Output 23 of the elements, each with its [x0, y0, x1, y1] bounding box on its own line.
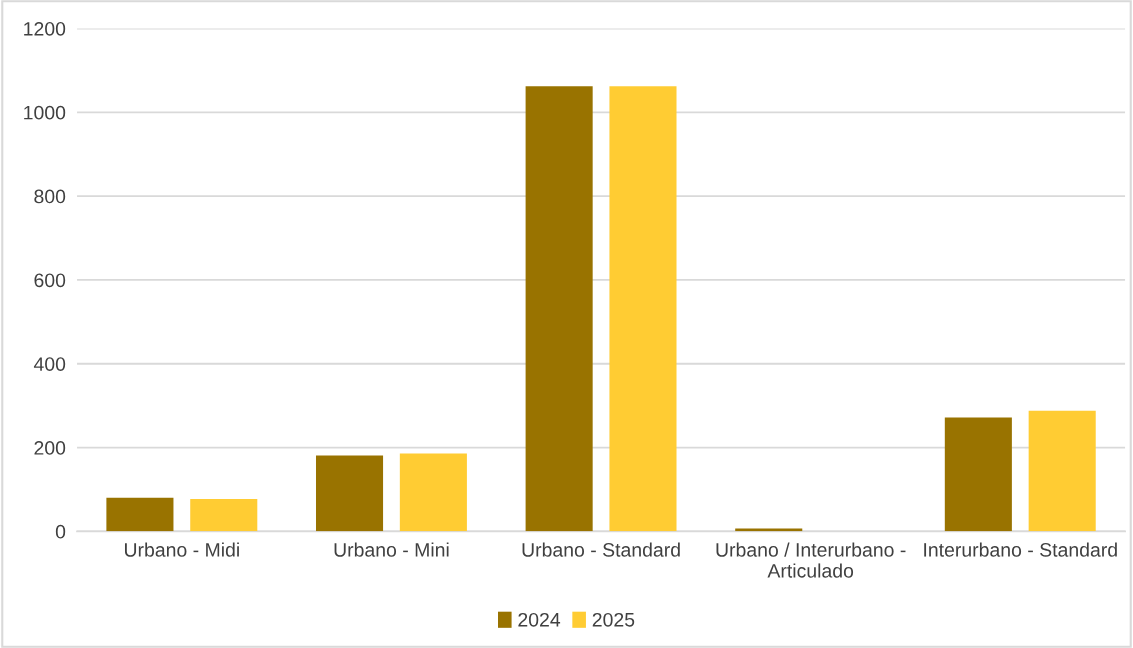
y-tick-label: 200: [34, 441, 66, 455]
y-tick-label: 0: [55, 524, 66, 539]
bar: [609, 86, 677, 532]
y-tick-label: 1000: [24, 105, 66, 120]
x-tick-label: Interurbano - Standard: [924, 542, 1117, 557]
bar: [1028, 410, 1096, 532]
bar: [190, 499, 258, 532]
x-tick-label: Urbano - Mini: [334, 542, 449, 557]
legend-label: 2024: [518, 612, 561, 627]
bar: [944, 417, 1012, 532]
bar: [735, 528, 803, 532]
y-tick-label: 600: [34, 273, 66, 288]
bar: [106, 497, 174, 532]
y-tick-label: 1200: [24, 21, 66, 36]
bar: [525, 86, 593, 532]
x-tick-label: Urbano - Standard: [522, 542, 680, 557]
y-tick-label: 400: [33, 357, 66, 371]
x-tick-label: Urbano / Interurbano - Articulado: [716, 542, 906, 578]
y-tick-label: 800: [34, 189, 66, 204]
legend-label: 2025: [592, 612, 635, 627]
bar: [399, 453, 467, 532]
bar: [315, 455, 384, 532]
x-tick-label: Urbano - Midi: [125, 542, 239, 557]
